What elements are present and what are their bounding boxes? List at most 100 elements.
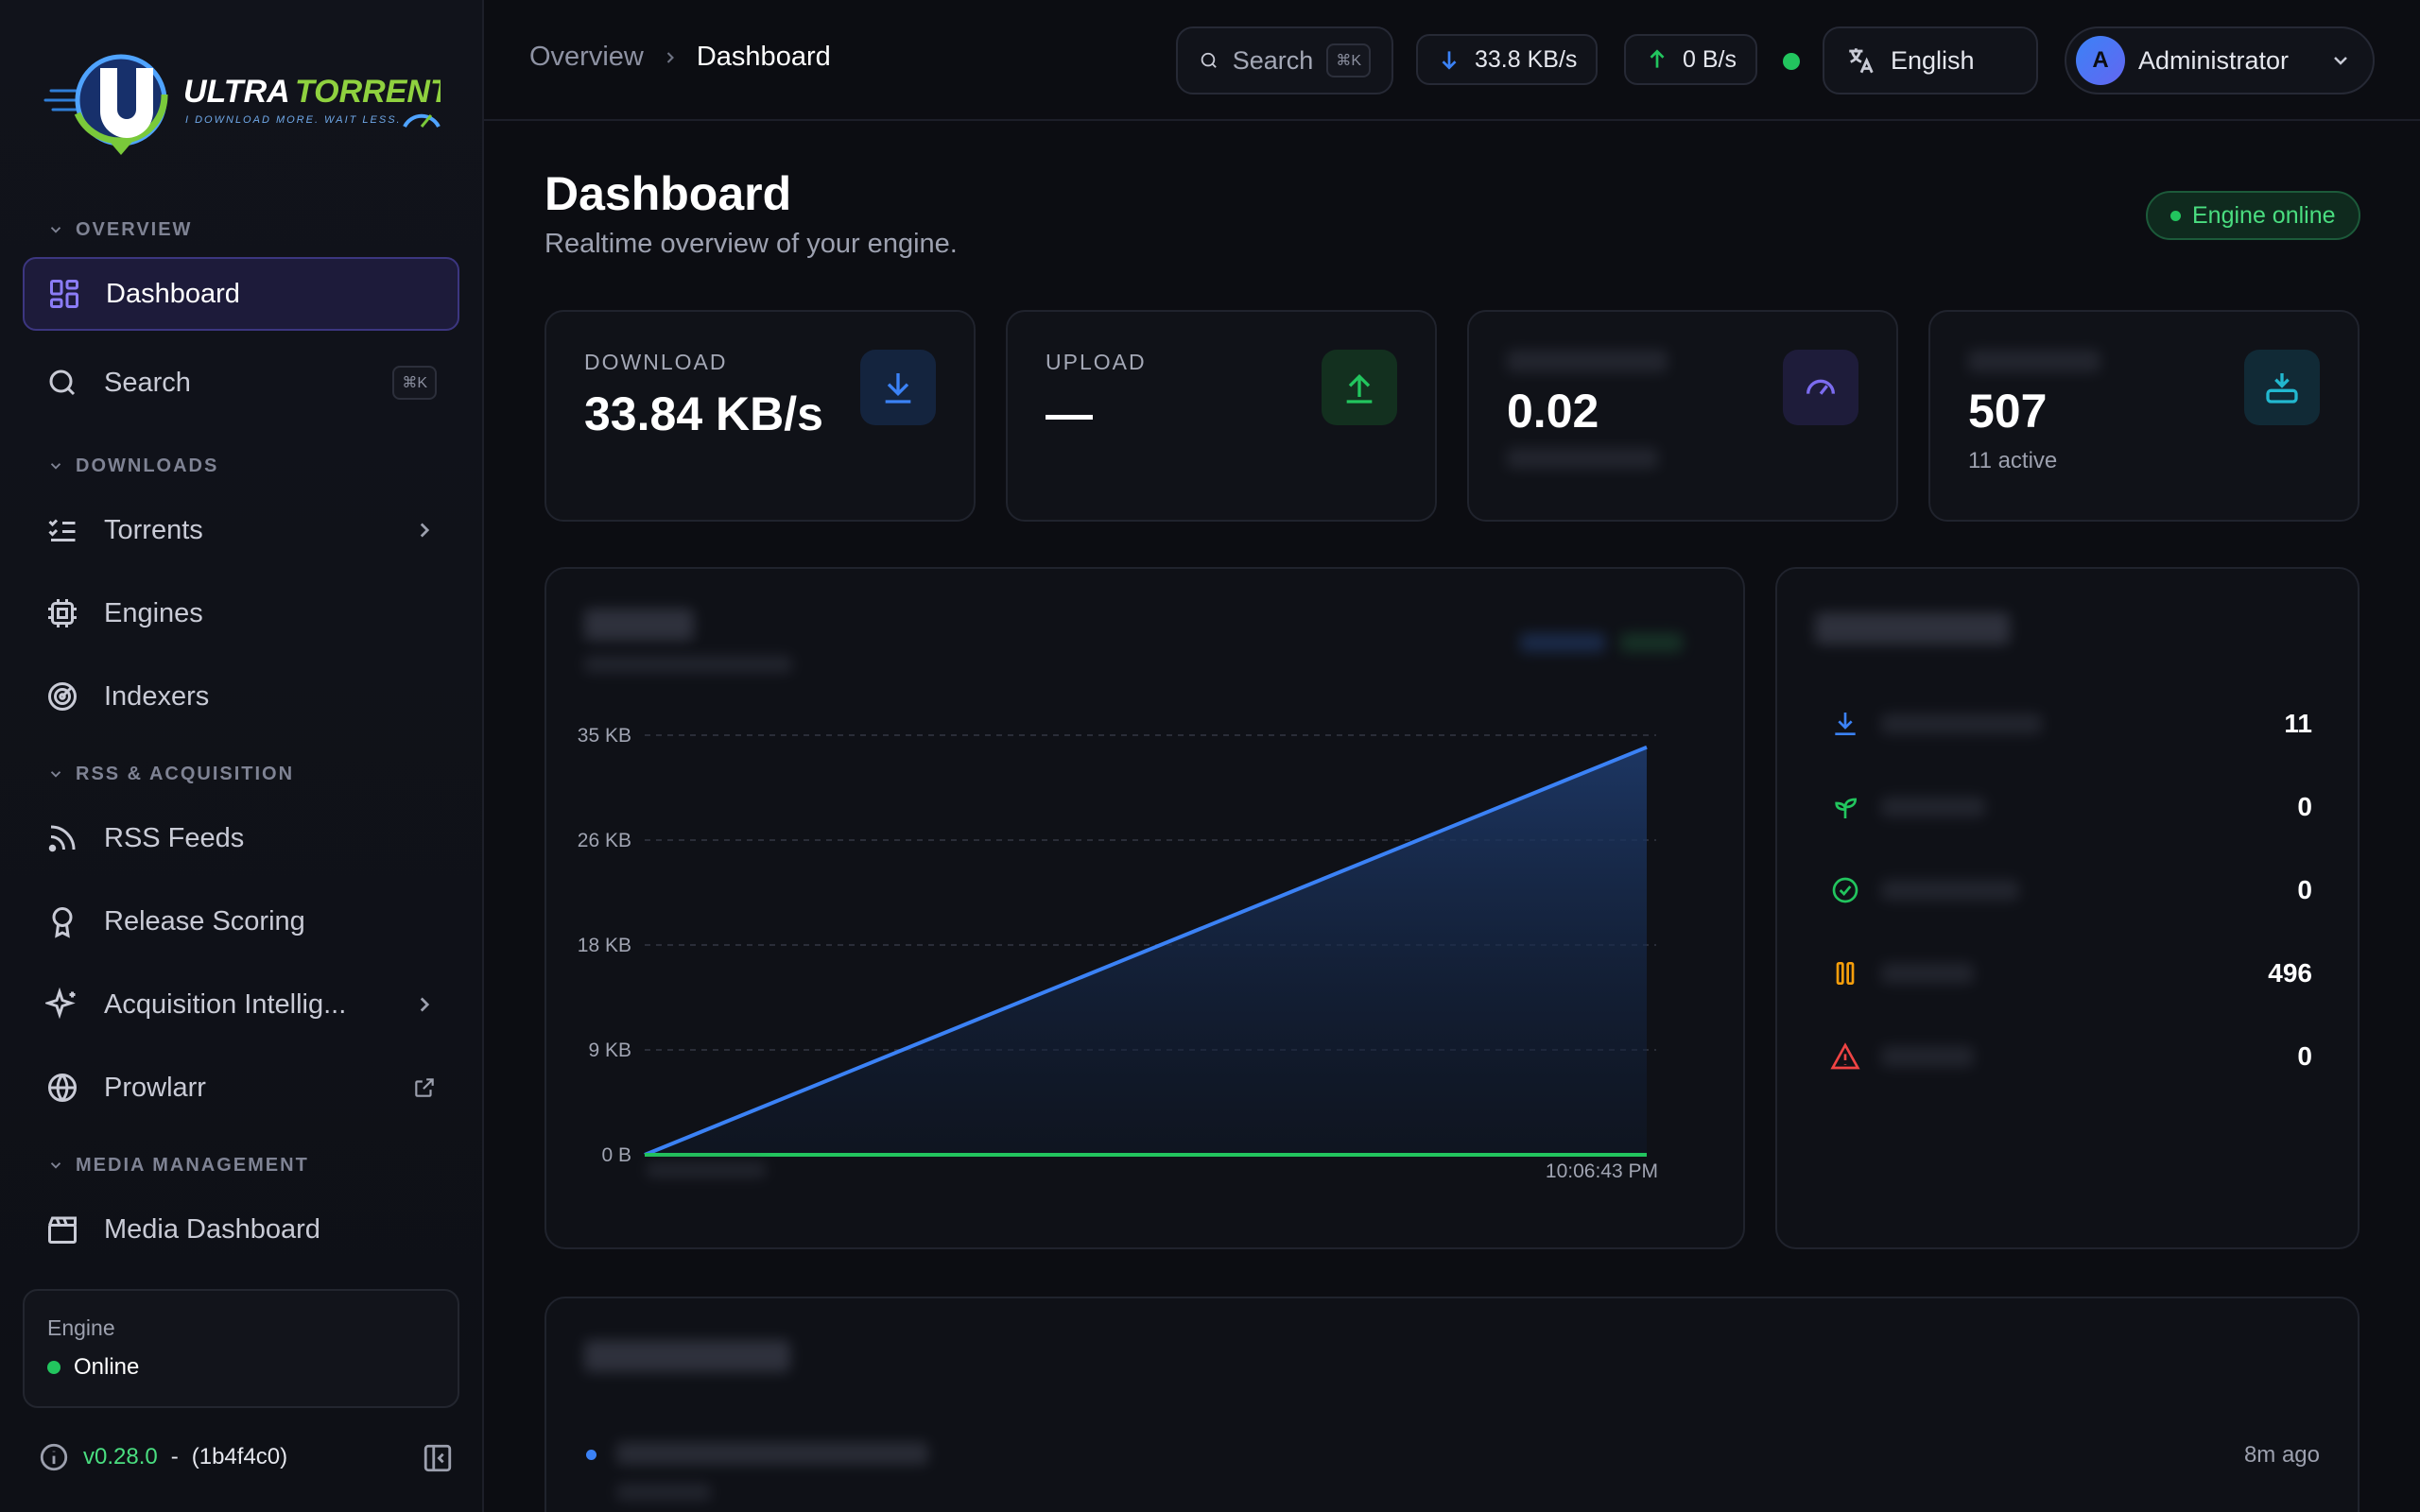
search-button[interactable]: Search ⌘K bbox=[1176, 26, 1393, 94]
version-number: v0.28.0 bbox=[83, 1444, 158, 1469]
status-row-errored[interactable]: 0 bbox=[1830, 1028, 2312, 1085]
language-selector[interactable]: English bbox=[1823, 26, 2038, 94]
activity-time: 8m ago bbox=[2243, 1442, 2320, 1468]
globe-icon bbox=[48, 1074, 77, 1102]
translate-icon bbox=[1849, 48, 1874, 74]
avatar: A bbox=[2076, 36, 2125, 85]
status-row-downloading[interactable]: 11 bbox=[1830, 696, 2312, 752]
upload-stat-card: UPLOAD — bbox=[1006, 310, 1437, 522]
arrow-up-icon bbox=[1650, 49, 1665, 68]
blurred-label bbox=[1968, 350, 2100, 372]
sidebar-item-label: RSS Feeds bbox=[104, 822, 245, 853]
search-icon bbox=[1201, 52, 1217, 68]
sidebar-item-indexers[interactable]: Indexers bbox=[23, 660, 459, 733]
version-separator: - bbox=[170, 1444, 179, 1469]
stat-subtext: 11 active bbox=[1968, 448, 2058, 473]
page-title: Dashboard bbox=[544, 167, 792, 220]
status-count: 0 bbox=[2297, 792, 2312, 821]
sidebar-item-label: Acquisition Intellig... bbox=[104, 988, 347, 1020]
status-row-paused[interactable]: 496 bbox=[1830, 945, 2312, 1002]
y-tick-label: 18 KB bbox=[578, 935, 631, 956]
search-icon bbox=[49, 369, 76, 396]
chevron-right-icon bbox=[666, 51, 674, 63]
sidebar-item-media-dashboard[interactable]: Media Dashboard bbox=[23, 1193, 459, 1266]
chevron-down-icon bbox=[2334, 57, 2347, 65]
blurred-subtext bbox=[1507, 448, 1658, 469]
shortcut-badge: ⌘K bbox=[1326, 43, 1371, 77]
blurred-legend-download bbox=[1520, 633, 1605, 652]
sidebar-item-label: Prowlarr bbox=[104, 1072, 206, 1103]
sidebar-item-label: Release Scoring bbox=[104, 905, 305, 936]
brand-tagline: I DOWNLOAD MORE. WAIT LESS. bbox=[185, 114, 402, 126]
blurred-status-name bbox=[1881, 713, 2042, 734]
blurred-label bbox=[1507, 350, 1668, 372]
status-count: 11 bbox=[2284, 709, 2312, 738]
stat-value: 507 bbox=[1968, 385, 2048, 438]
collapse-sidebar-icon[interactable] bbox=[422, 1442, 454, 1474]
stat-value: — bbox=[1046, 387, 1093, 440]
pause-icon bbox=[1836, 962, 1855, 985]
blurred-status-name bbox=[1881, 880, 2019, 901]
sidebar-item-torrents[interactable]: Torrents bbox=[23, 493, 459, 567]
user-name: Administrator bbox=[2138, 45, 2290, 75]
breadcrumb-overview[interactable]: Overview bbox=[529, 42, 644, 72]
sidebar-item-rss-feeds[interactable]: RSS Feeds bbox=[23, 801, 459, 875]
page-subtitle: Realtime overview of your engine. bbox=[544, 229, 958, 259]
gauge-icon bbox=[1806, 379, 1835, 395]
user-menu[interactable]: A Administrator bbox=[2065, 26, 2375, 94]
hard-drive-download-icon bbox=[2266, 373, 2298, 404]
chevron-right-icon bbox=[420, 997, 430, 1012]
sparkles-icon bbox=[45, 988, 76, 1020]
section-media-management[interactable]: MEDIA MANAGEMENT bbox=[47, 1151, 309, 1179]
blurred-panel-title bbox=[584, 1340, 790, 1372]
chevron-down-icon bbox=[50, 1162, 61, 1169]
bandwidth-chart-panel: 0 B 9 KB 18 KB 26 KB 35 KB 10:06:43 PM bbox=[544, 567, 1745, 1249]
version-hash: (1b4f4c0) bbox=[191, 1444, 288, 1469]
check-circle-icon bbox=[1832, 877, 1858, 903]
sidebar-item-release-scoring[interactable]: Release Scoring bbox=[23, 885, 459, 958]
status-row-completed[interactable]: 0 bbox=[1830, 862, 2312, 919]
search-label: Search bbox=[1232, 45, 1314, 75]
section-label: OVERVIEW bbox=[76, 218, 193, 240]
blurred-status-name bbox=[1881, 963, 1974, 984]
x-tick-label-last: 10:06:43 PM bbox=[1546, 1160, 1658, 1182]
sidebar-item-search[interactable]: Search ⌘K bbox=[23, 346, 459, 420]
chevron-down-icon bbox=[50, 771, 61, 778]
sidebar-item-dashboard[interactable]: Dashboard bbox=[23, 257, 459, 331]
upload-icon-box bbox=[1322, 350, 1397, 425]
info-icon[interactable] bbox=[38, 1441, 70, 1473]
status-row-seeding[interactable]: 0 bbox=[1830, 779, 2312, 835]
ultratorrent-logo[interactable]: ULTRA TORRENT I DOWNLOAD MORE. WAIT LESS… bbox=[43, 47, 441, 161]
section-label: MEDIA MANAGEMENT bbox=[76, 1154, 309, 1176]
breadcrumb-dashboard: Dashboard bbox=[696, 42, 831, 72]
stat-label: UPLOAD bbox=[1046, 350, 1147, 374]
y-tick-label: 26 KB bbox=[578, 830, 631, 851]
download-line bbox=[644, 745, 1648, 1157]
recent-activity-panel: 8m ago bbox=[544, 1297, 2360, 1512]
sidebar-item-label: Dashboard bbox=[106, 278, 240, 309]
section-downloads[interactable]: DOWNLOADS bbox=[47, 452, 218, 480]
sidebar-item-label: Engines bbox=[104, 597, 203, 628]
section-rss-acquisition[interactable]: RSS & ACQUISITION bbox=[47, 760, 294, 788]
section-label: DOWNLOADS bbox=[76, 455, 219, 476]
download-icon bbox=[1835, 713, 1856, 735]
sidebar: ULTRA TORRENT I DOWNLOAD MORE. WAIT LESS… bbox=[0, 0, 484, 1512]
section-label: RSS & ACQUISITION bbox=[76, 763, 295, 784]
status-count: 0 bbox=[2297, 1041, 2312, 1071]
clapperboard-icon bbox=[48, 1216, 77, 1244]
drive-icon-box bbox=[2244, 350, 2320, 425]
blurred-panel-title bbox=[584, 609, 694, 641]
sidebar-item-engines[interactable]: Engines bbox=[23, 576, 459, 650]
download-speed-badge: 33.8 KB/s bbox=[1416, 34, 1599, 85]
top-bar: Overview Dashboard Search ⌘K 33.8 KB/s 0… bbox=[484, 0, 2420, 121]
stat-value: 0.02 bbox=[1507, 385, 1599, 438]
section-overview[interactable]: OVERVIEW bbox=[47, 215, 192, 244]
blurred-panel-title bbox=[1815, 612, 2010, 644]
sidebar-item-prowlarr[interactable]: Prowlarr bbox=[23, 1051, 459, 1125]
chevron-down-icon bbox=[50, 463, 61, 470]
radar-icon bbox=[48, 682, 77, 711]
version-info: v0.28.0 - (1b4f4c0) bbox=[38, 1436, 454, 1478]
sidebar-item-acquisition-intelligence[interactable]: Acquisition Intellig... bbox=[23, 968, 459, 1041]
language-label: English bbox=[1891, 45, 1975, 75]
upload-icon bbox=[1346, 373, 1373, 404]
